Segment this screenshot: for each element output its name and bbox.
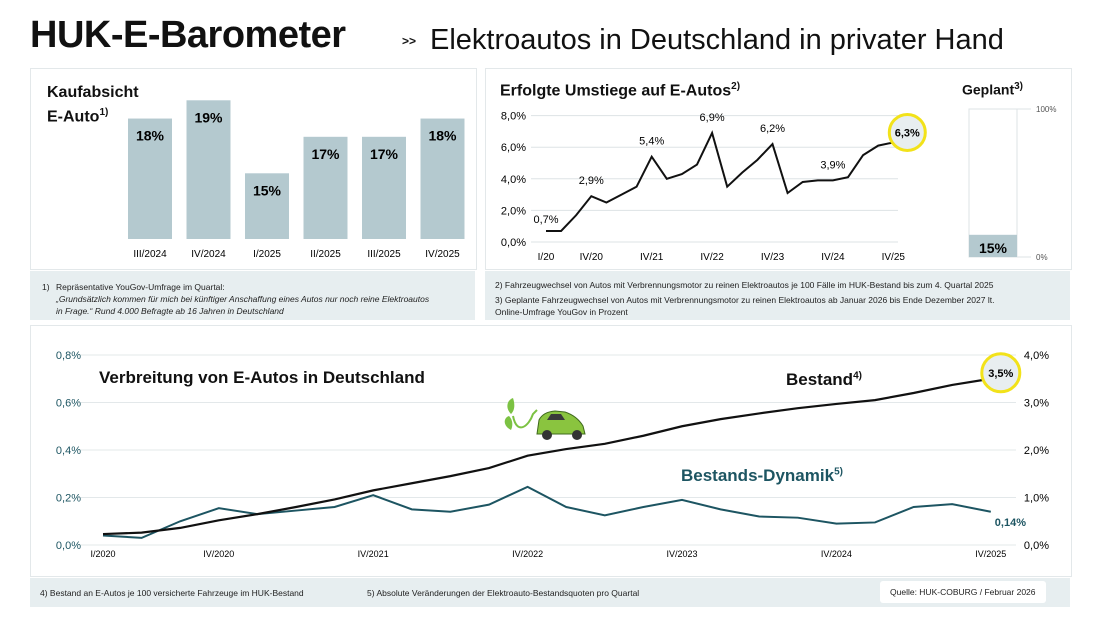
right-y-tick-label: 2,0% [1024, 445, 1049, 457]
bestand-end-label: 3,5% [988, 368, 1013, 380]
leaf-icon [504, 416, 513, 430]
left-y-tick-label: 0,2% [56, 493, 81, 505]
kaufabsicht-panel: Kaufabsicht E-Auto1) 18% III/2024 19% IV/202… [30, 68, 477, 270]
x-tick-label: IV/2024 [191, 249, 226, 260]
data-label: 0,7% [533, 214, 558, 226]
x-tick-label: IV/25 [882, 252, 906, 263]
verbreitung-chart: 0,0% 0,0% 0,2% 1,0% 0,4% 2,0% 0,6% 3,0% 0,8% 4,0%… [56, 350, 1049, 559]
footnote-4: 4) Bestand an E-Autos je 100 versicherte… [40, 588, 304, 598]
verbreitung-panel: Verbreitung von E-Autos in Deutschland B… [30, 325, 1072, 577]
footnote-2: 2) Fahrzeugwechsel von Autos mit Verbren… [495, 280, 994, 290]
x-tick-label: IV/2025 [975, 549, 1006, 559]
x-tick-label: IV/2022 [512, 549, 543, 559]
footnote-1-number: 1) [42, 282, 50, 292]
x-tick-label: IV/2024 [821, 549, 852, 559]
x-tick-label: IV/23 [761, 252, 785, 263]
highlight-label: 6,3% [895, 127, 920, 139]
x-tick-label: IV/22 [700, 252, 724, 263]
y-tick-label: 2,0% [501, 205, 526, 217]
y-tick-label: 0% [1036, 253, 1048, 262]
wheel-icon [542, 430, 552, 440]
bestand-line [102, 377, 991, 536]
bar-label: 18% [428, 128, 457, 144]
leaf-icon [507, 398, 515, 414]
y-tick-label: 6,0% [501, 142, 526, 154]
data-label: 6,2% [760, 123, 785, 135]
bar [362, 136, 406, 239]
bar [128, 118, 172, 239]
cable-icon [512, 409, 538, 429]
x-tick-label: III/2024 [133, 249, 167, 260]
bar [420, 118, 465, 239]
wheel-icon [572, 430, 582, 440]
y-tick-label: 100% [1036, 105, 1056, 114]
bar [303, 136, 348, 239]
geplant-bar [969, 234, 1017, 257]
right-y-tick-label: 1,0% [1024, 493, 1049, 505]
left-y-tick-label: 0,8% [56, 350, 81, 362]
footnote-1: 1) Repräsentative YouGov-Umfrage im Quar… [30, 271, 475, 320]
footnote-4-5: 4) Bestand an E-Autos je 100 versicherte… [30, 578, 1070, 607]
car-window-icon [547, 414, 565, 420]
x-tick-label: IV/2020 [203, 549, 234, 559]
bar-label: 18% [136, 128, 165, 144]
x-tick-label: I/2020 [90, 549, 115, 559]
dynamik-label: Bestands-Dynamik5) [681, 466, 843, 485]
x-tick-label: IV/2025 [425, 249, 460, 260]
x-tick-label: IV/2021 [358, 549, 389, 559]
right-y-tick-label: 3,0% [1024, 398, 1049, 410]
geplant-label: 15% [979, 240, 1008, 256]
footnote-5: 5) Absolute Veränderungen der Elektroaut… [367, 588, 640, 598]
geplant-title: Geplant3) [962, 81, 1024, 98]
bar-label: 17% [311, 146, 340, 162]
data-label: 2,9% [579, 175, 604, 187]
y-tick-label: 0,0% [501, 237, 526, 249]
bar [186, 100, 231, 239]
highlight-circle [980, 352, 1022, 394]
kaufabsicht-title: Kaufabsicht E-Auto1) [47, 84, 139, 126]
x-tick-label: IV/2023 [666, 549, 697, 559]
y-tick-label: 8,0% [501, 111, 526, 123]
data-label: 6,9% [700, 112, 725, 124]
footnote-3: 3) Geplante Fahrzeugwechsel von Autos mi… [495, 295, 995, 317]
umstiege-title: Erfolgte Umstiege auf E-Autos2) [500, 81, 741, 100]
umstiege-panel: Erfolgte Umstiege auf E-Autos2) Geplant3… [485, 68, 1072, 270]
title-separator: >> [402, 34, 417, 48]
car-body-icon [536, 410, 586, 435]
kaufabsicht-chart: 18% III/2024 19% IV/2024 15% I/2025 17% II/2025… [128, 100, 465, 260]
x-tick-label: IV/21 [640, 252, 664, 263]
data-label: 5,4% [639, 136, 664, 148]
data-label: 3,9% [820, 159, 845, 171]
umstiege-line [546, 130, 894, 232]
x-tick-label: IV/24 [821, 252, 845, 263]
umstiege-chart: 0,0% 2,0% 4,0% 6,0% 8,0% I/20 IV/20 IV/21 IV/22 I… [501, 105, 1057, 263]
dynamik-line [102, 485, 991, 539]
right-y-tick-label: 0,0% [1024, 540, 1049, 552]
highlight-circle [887, 112, 927, 152]
left-y-tick-label: 0,0% [56, 540, 81, 552]
footnote-1-text: Repräsentative YouGov-Umfrage im Quartal… [56, 282, 430, 316]
page-title: HUK-E-Barometer [30, 14, 346, 56]
bar [245, 173, 289, 239]
electric-car-icon [504, 398, 586, 440]
x-tick-label: I/2025 [253, 249, 281, 260]
left-y-tick-label: 0,4% [56, 445, 81, 457]
bestand-label: Bestand4) [786, 370, 862, 389]
x-tick-label: II/2025 [310, 249, 341, 260]
left-y-tick-label: 0,6% [56, 398, 81, 410]
x-tick-label: I/20 [538, 252, 555, 263]
source-label: Quelle: HUK-COBURG / Februar 2026 [880, 581, 1046, 603]
dynamik-end-label: 0,14% [995, 517, 1026, 529]
bar-label: 15% [253, 182, 282, 198]
verbreitung-title: Verbreitung von E-Autos in Deutschland [99, 368, 425, 387]
x-tick-label: III/2025 [367, 249, 401, 260]
y-tick-label: 4,0% [501, 174, 526, 186]
bar-label: 17% [370, 146, 399, 162]
page-subtitle: Elektroautos in Deutschland in privater … [430, 24, 1004, 56]
bar-label: 19% [194, 109, 223, 125]
footnote-2-3: 2) Fahrzeugwechsel von Autos mit Verbren… [485, 271, 1070, 320]
right-y-tick-label: 4,0% [1024, 350, 1049, 362]
x-tick-label: IV/20 [580, 252, 604, 263]
